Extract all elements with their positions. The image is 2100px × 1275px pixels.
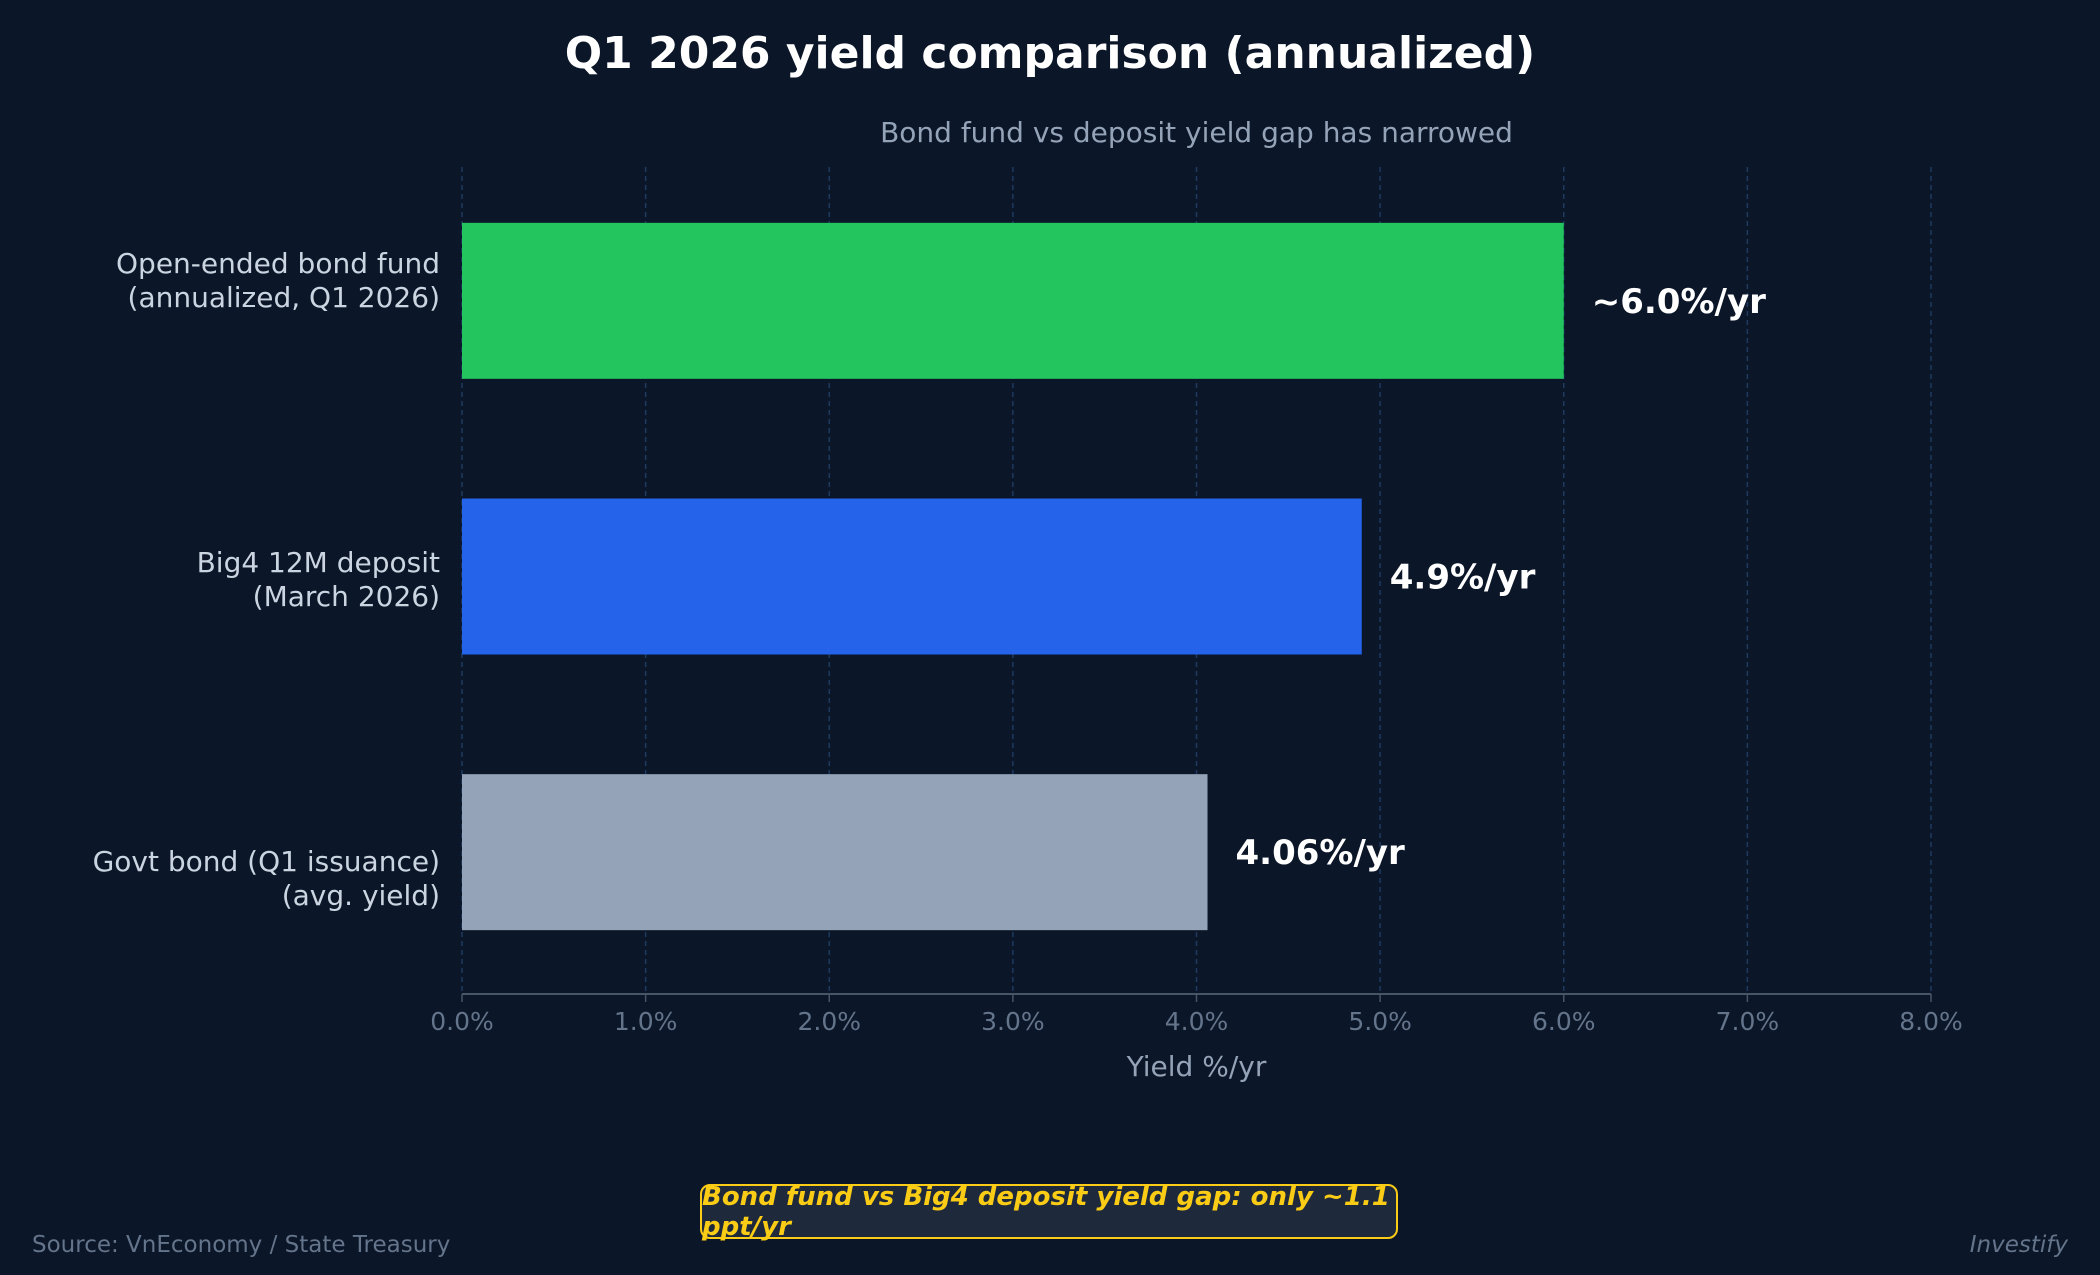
data-label: 4.9%/yr bbox=[1390, 558, 1536, 598]
x-tick-label: 7.0% bbox=[1716, 1007, 1780, 1036]
category-label: Govt bond (Q1 issuance) (avg. yield) bbox=[92, 845, 440, 912]
source-note: Source: VnEconomy / State Treasury bbox=[32, 1232, 451, 1258]
brand-watermark: Investify bbox=[1969, 1232, 2068, 1258]
chart-subtitle: Bond fund vs deposit yield gap has narro… bbox=[880, 116, 1513, 149]
category-label: Open-ended bond fund (annualized, Q1 202… bbox=[116, 247, 440, 314]
data-label: 4.06%/yr bbox=[1236, 833, 1406, 873]
chart-title: Q1 2026 yield comparison (annualized) bbox=[564, 28, 1536, 79]
x-tick-label: 8.0% bbox=[1899, 1007, 1963, 1036]
x-axis-label: Yield %/yr bbox=[1126, 1050, 1267, 1083]
x-tick-label: 0.0% bbox=[430, 1007, 494, 1036]
x-tick-label: 3.0% bbox=[981, 1007, 1045, 1036]
x-tick-label: 4.0% bbox=[1165, 1007, 1229, 1036]
category-label: Big4 12M deposit (March 2026) bbox=[196, 546, 440, 613]
annotation-box: Bond fund vs Big4 deposit yield gap: onl… bbox=[700, 1182, 1398, 1242]
x-tick-label: 5.0% bbox=[1348, 1007, 1412, 1036]
data-label: ~6.0%/yr bbox=[1592, 282, 1766, 322]
bar bbox=[462, 498, 1362, 655]
x-tick-label: 1.0% bbox=[614, 1007, 678, 1036]
bar bbox=[462, 774, 1208, 931]
x-tick-label: 6.0% bbox=[1532, 1007, 1596, 1036]
bar bbox=[462, 222, 1564, 379]
x-tick-label: 2.0% bbox=[797, 1007, 861, 1036]
